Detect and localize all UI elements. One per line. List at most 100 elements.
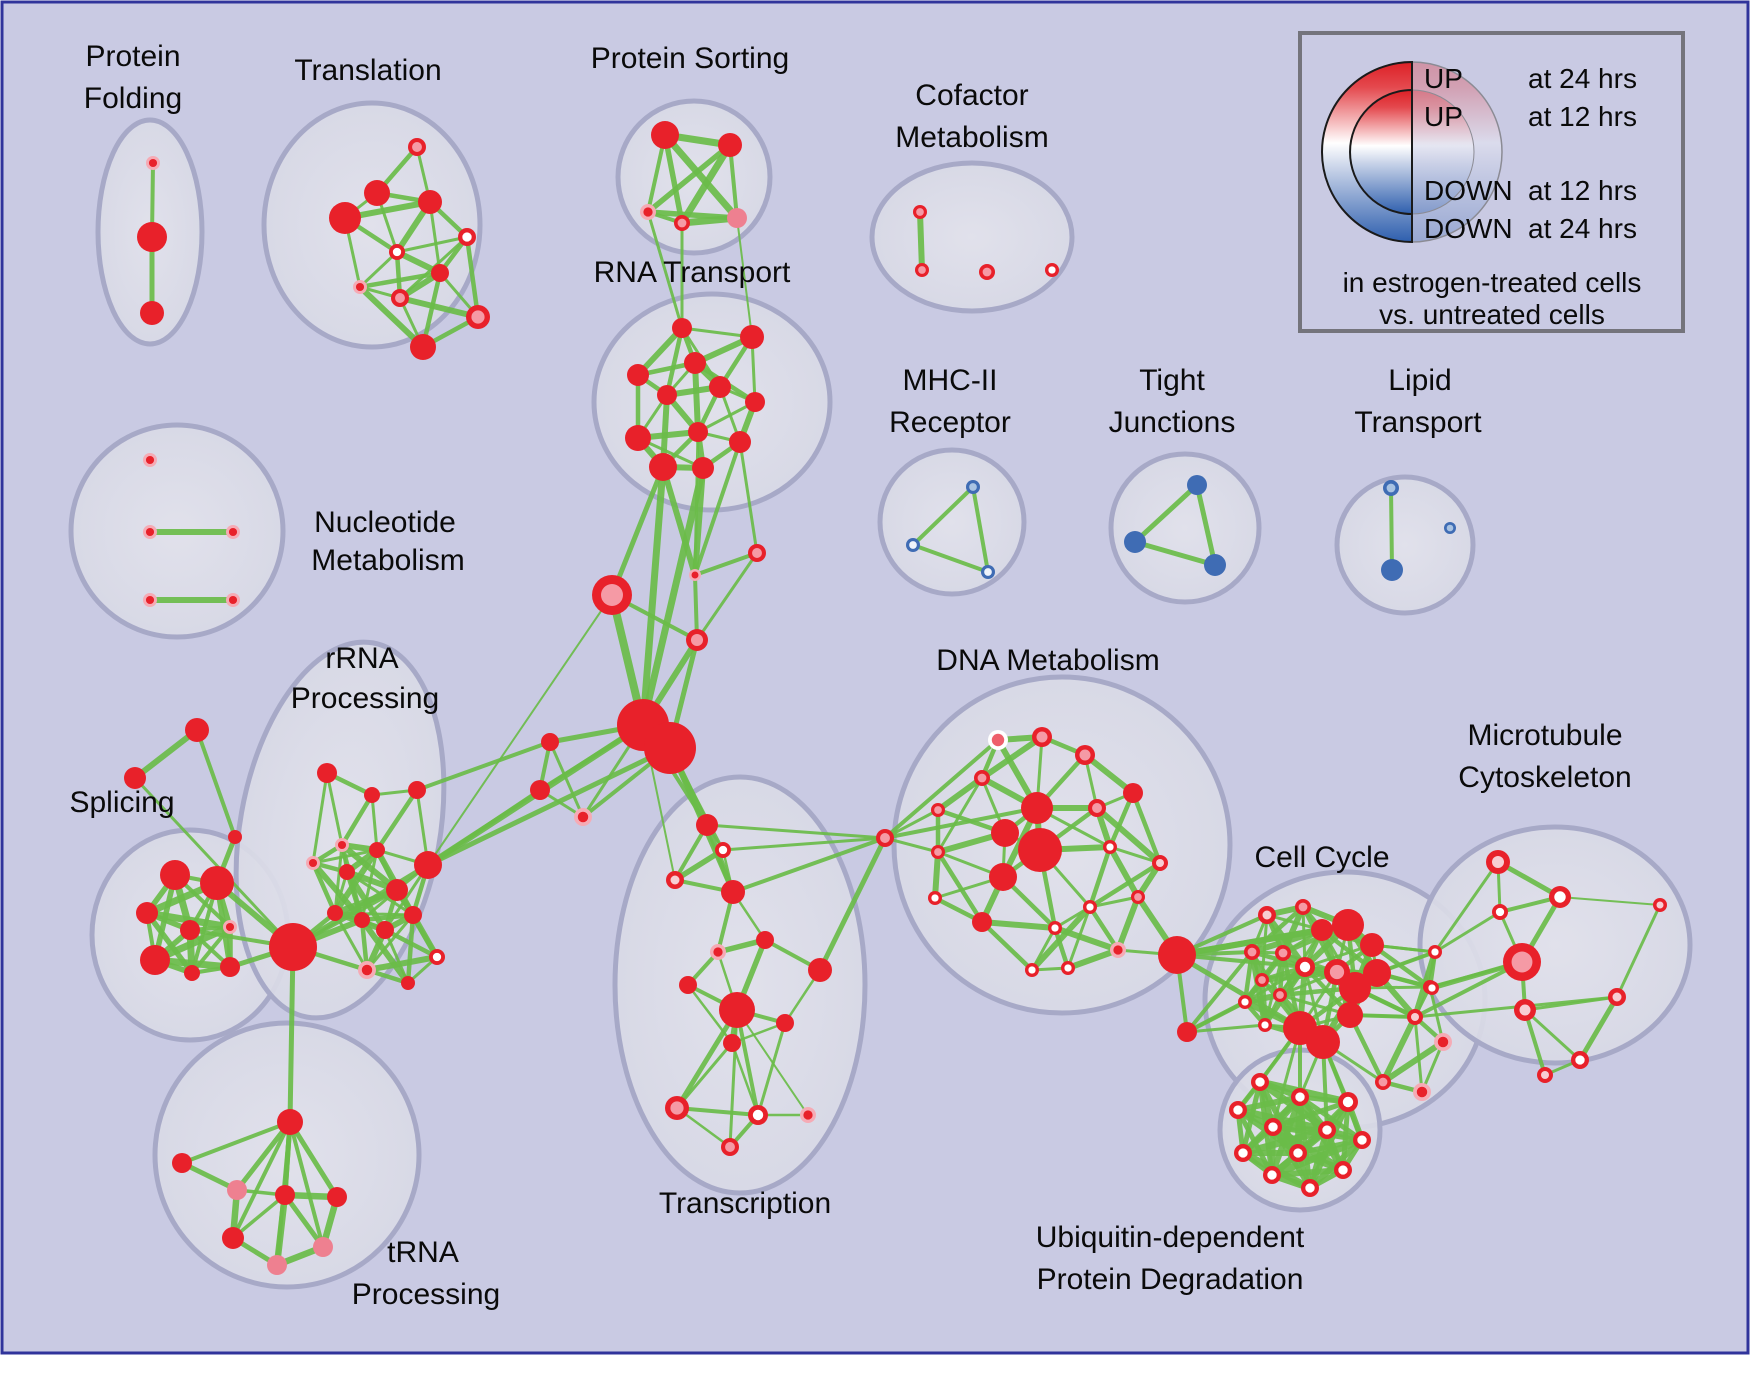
gene-node [1413, 1083, 1431, 1101]
gene-node [1025, 963, 1039, 977]
interaction-edge [1413, 960, 1524, 1019]
gene-node [1301, 1179, 1319, 1197]
gene-node [541, 733, 559, 751]
interaction-edge [675, 1106, 760, 1117]
interaction-edge [133, 776, 295, 949]
interaction-edge [639, 463, 667, 729]
interaction-edge [1030, 926, 1057, 972]
interaction-edge [548, 740, 585, 819]
interaction-edge [1185, 1023, 1267, 1034]
cluster-label-protein-folding: Protein [85, 40, 180, 73]
interaction-edge [425, 745, 673, 868]
gene-node [1229, 1101, 1247, 1119]
cluster-label-cofactor-metabolism: Metabolism [895, 121, 1048, 154]
gene-node [1177, 1022, 1197, 1042]
interaction-edge [1307, 1137, 1365, 1191]
gene-node [1255, 973, 1269, 987]
interaction-edge [661, 131, 741, 222]
interaction-edge [1108, 845, 1162, 865]
gene-node [1353, 1131, 1371, 1149]
gene-node [180, 920, 200, 940]
gene-node [715, 842, 731, 858]
cluster-shell-transcription [612, 774, 868, 1196]
gene-node [684, 352, 706, 374]
gene-node [665, 1096, 689, 1120]
cluster-shell-tight-junctions [1108, 451, 1262, 605]
gene-node [275, 1185, 295, 1205]
gene-node [1275, 945, 1291, 961]
gene-node [391, 289, 409, 307]
interaction-edge [1185, 950, 1254, 1034]
legend-time-label: at 12 hrs [1528, 175, 1637, 206]
gene-node [1289, 1144, 1307, 1162]
interaction-edge [883, 836, 940, 854]
interaction-edge [1052, 925, 1121, 953]
gene-node [429, 949, 445, 965]
interaction-edge [696, 400, 757, 434]
gene-node [974, 770, 990, 786]
interaction-edge [705, 823, 887, 840]
gene-node [143, 593, 157, 607]
gene-node [1263, 1166, 1281, 1184]
gene-node [710, 944, 726, 960]
gene-node [1549, 886, 1571, 908]
gene-node [931, 803, 945, 817]
interaction-edge [357, 284, 426, 350]
gene-node [723, 1034, 741, 1052]
interaction-edge [1088, 895, 1140, 909]
interaction-edge [364, 954, 440, 973]
gene-node [625, 425, 651, 451]
gene-node [651, 121, 679, 149]
gene-node [1318, 1121, 1336, 1139]
legend-direction-label: UP [1424, 101, 1463, 132]
gene-node [386, 879, 408, 901]
gene-node [1075, 745, 1095, 765]
gene-node [1251, 1073, 1269, 1091]
gene-node [1514, 999, 1536, 1021]
gene-node [124, 767, 146, 789]
interaction-edge [374, 787, 420, 853]
interaction-edge [883, 808, 940, 840]
legend-time-label: at 24 hrs [1528, 63, 1637, 94]
interaction-edge [426, 788, 542, 867]
gene-node [991, 819, 1019, 847]
interaction-edge [678, 141, 734, 227]
gene-node [1131, 890, 1145, 904]
gene-node [1337, 1002, 1363, 1028]
gene-node [1187, 475, 1207, 495]
gene-node [458, 228, 476, 246]
gene-node [972, 912, 992, 932]
gene-nodes [124, 121, 1667, 1275]
cluster-label-ubiquitin-dependent-protein-degradation: Ubiquitin-dependent [1036, 1221, 1305, 1254]
gene-node [1264, 1118, 1282, 1136]
interaction-edge [1249, 904, 1306, 955]
cluster-label-mhc-ii-receptor: MHC-II [903, 364, 998, 397]
interaction-edge [932, 849, 941, 901]
interaction-edge [1174, 952, 1303, 1031]
interaction-edge [1280, 904, 1306, 956]
gene-node [223, 920, 237, 934]
interaction-edge [1615, 903, 1662, 999]
interaction-edge [1094, 805, 1163, 866]
cluster-label-rrna-processing: rRNA [325, 642, 398, 675]
interaction-edge [695, 551, 759, 642]
cluster-label-dna-metabolism: DNA Metabolism [936, 644, 1159, 677]
interaction-edge [883, 806, 1039, 840]
interaction-edge [415, 740, 552, 792]
interaction-edge [1194, 482, 1218, 568]
gene-node [1332, 909, 1364, 941]
cluster-label-nucleotide-metabolism: Metabolism [311, 544, 464, 577]
interaction-edge [1082, 752, 1136, 796]
cluster-label-microtubule-cytoskeleton: Cytoskeleton [1458, 761, 1631, 794]
gene-node [1152, 855, 1168, 871]
gene-node [1123, 783, 1143, 803]
interaction-edge [1087, 860, 1163, 910]
gene-node [137, 222, 167, 252]
gene-node [709, 376, 731, 398]
gene-node [721, 1138, 739, 1156]
cluster-shell-mhc-ii-receptor [877, 447, 1027, 597]
gene-node [353, 280, 367, 294]
interaction-edge [365, 913, 415, 972]
interaction-edge [917, 209, 925, 273]
